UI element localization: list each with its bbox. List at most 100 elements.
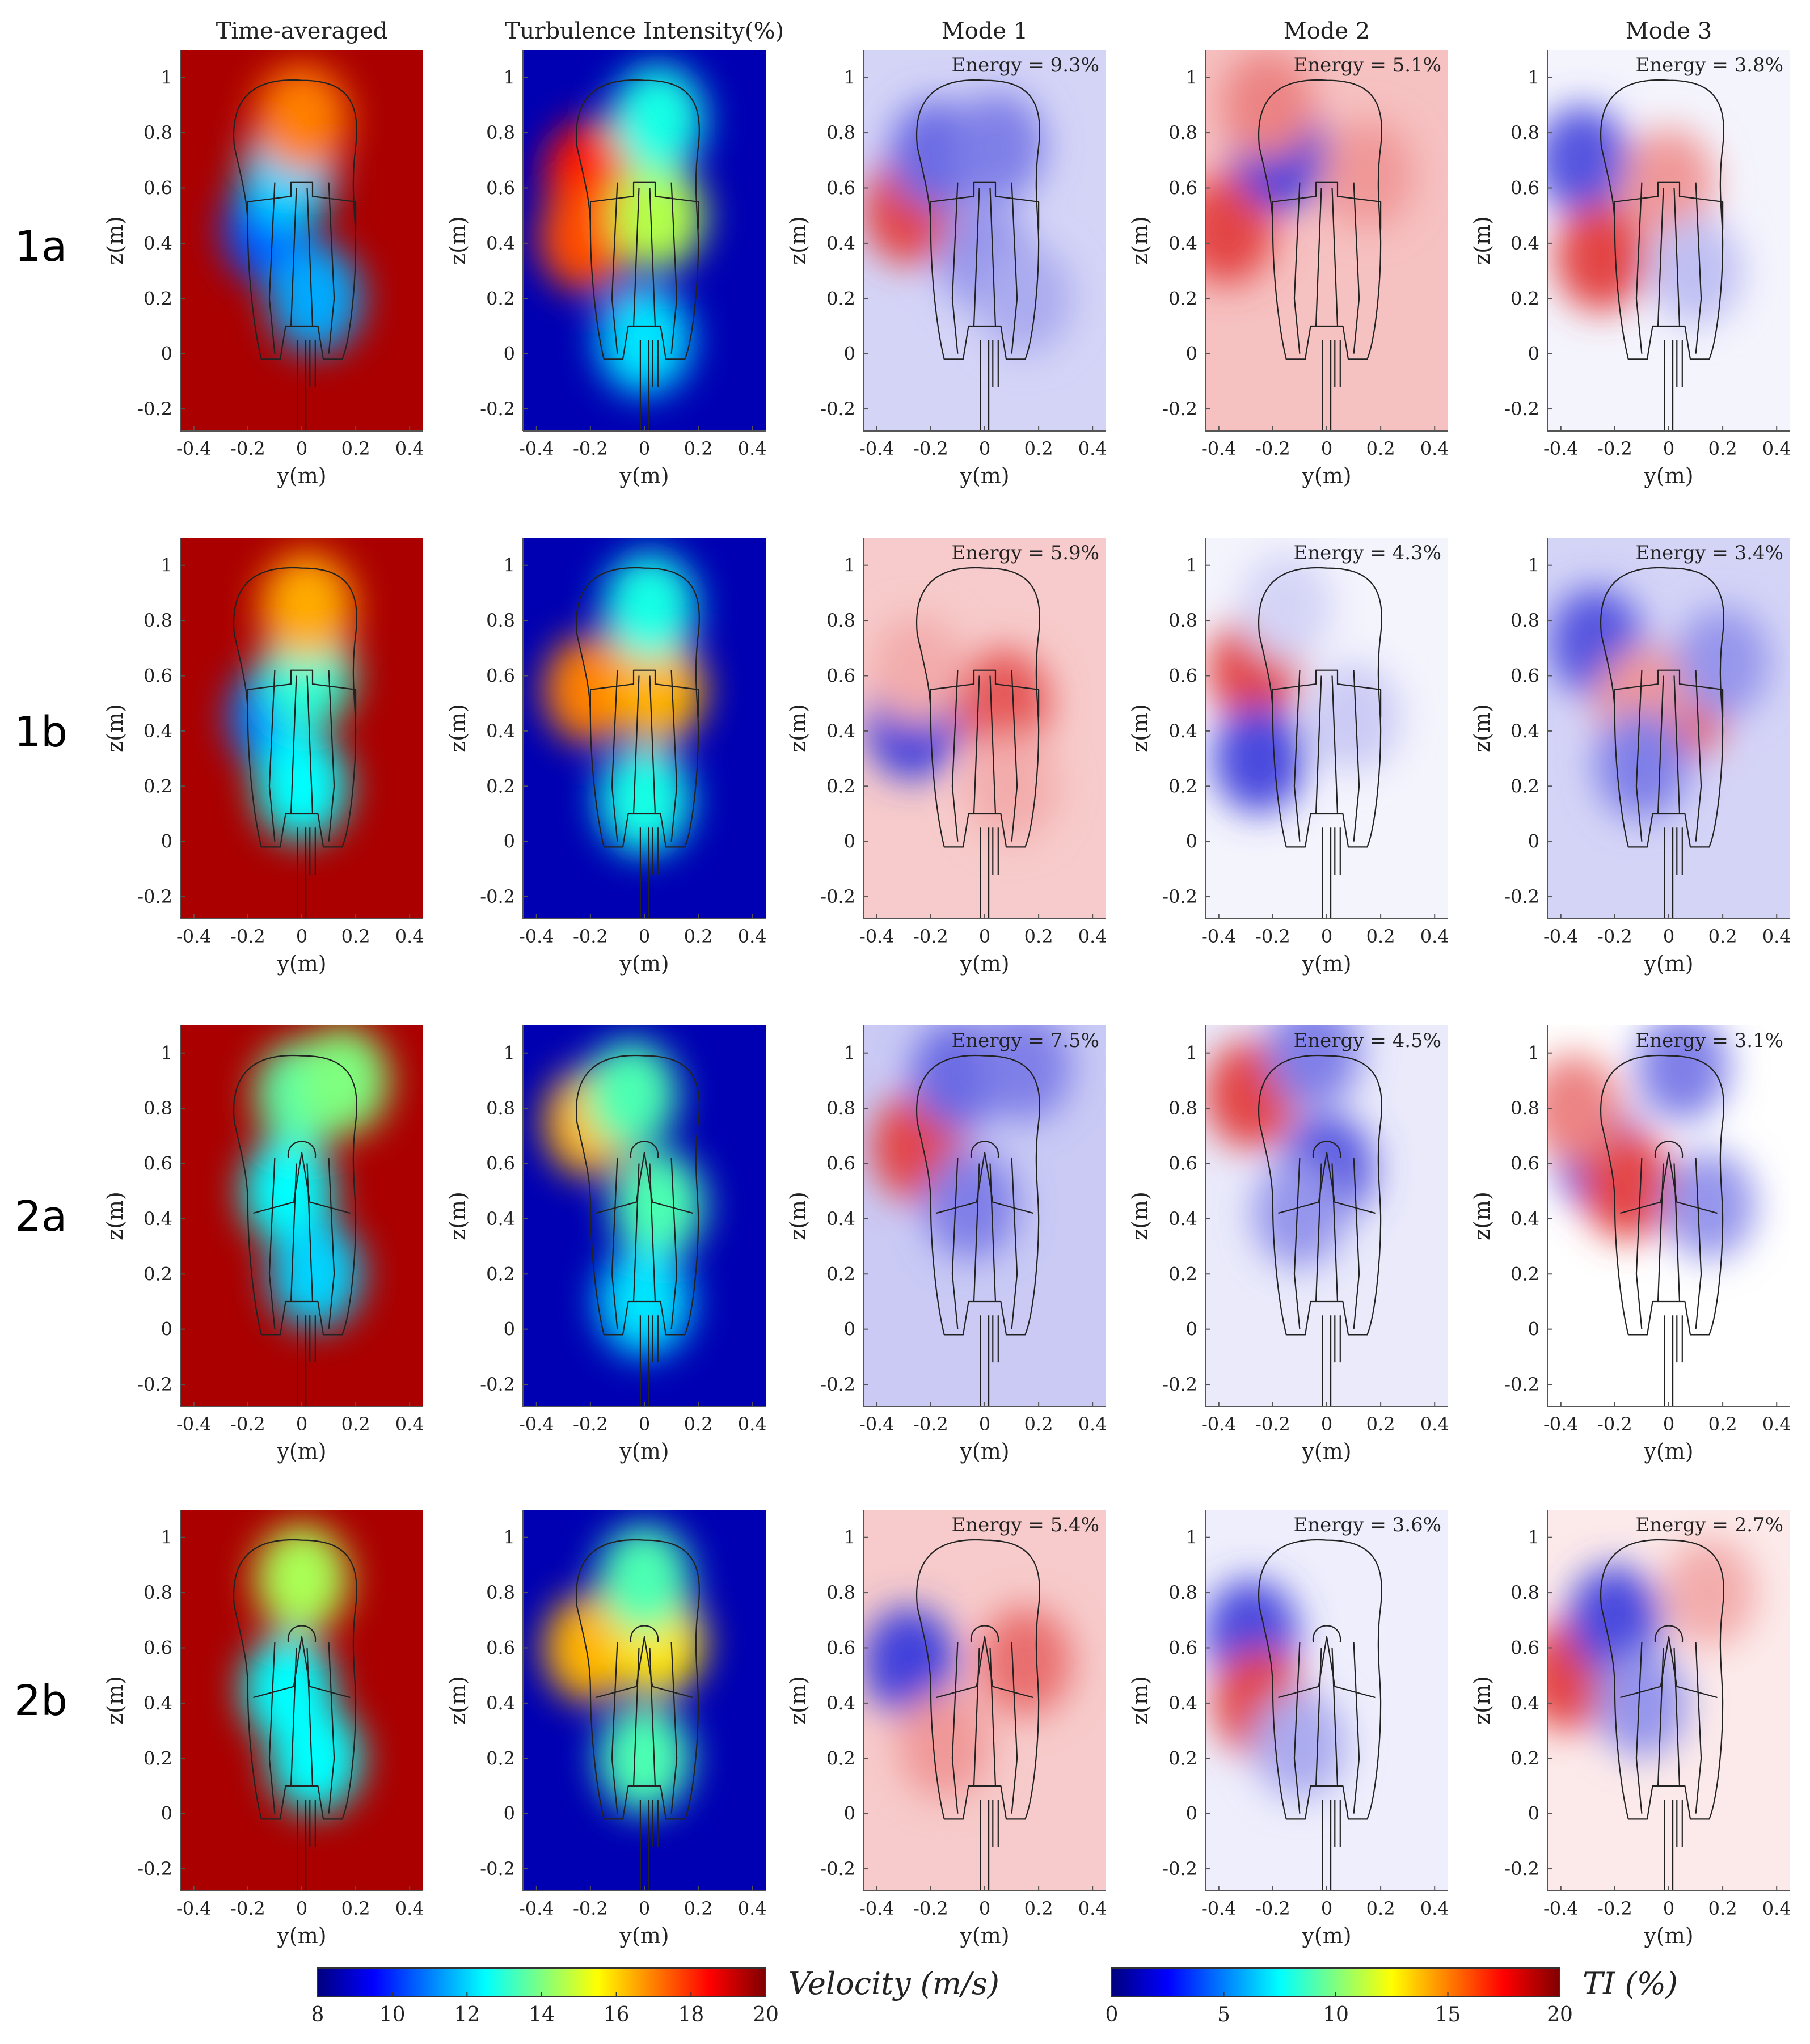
heatmap-field [863,1510,1106,1891]
heatmap-field [1547,50,1790,431]
y-tick-label: 0.4 [486,233,515,254]
aero-bars [253,1625,351,1699]
heatmap-feature [951,92,1045,201]
x-tick-label: 0.4 [1078,438,1107,459]
y-tick-label: 0.8 [144,122,172,143]
heatmap-feature [603,552,697,661]
heatmap-feature [897,1690,991,1799]
heatmap-field [863,50,1106,431]
heatmap-feature [1320,120,1414,229]
column-title-time-averaged: Time-averaged [216,18,388,44]
y-tick-label: 0.2 [1168,288,1197,309]
y-tick-label: 0.2 [486,288,515,309]
heatmap-feature [1253,1690,1347,1799]
bike-wheel [639,1315,659,1407]
y-tick-label: -0.2 [820,1858,855,1880]
colorbar-tick-label: 12 [454,2003,480,2026]
heatmap-field [1205,538,1448,919]
panel-1a-mode-1: -0.4 -0.2 0 0.2 0.410.80.60.40.20-0.2y(m)z(m… [786,50,1107,488]
aero-bars [936,1625,1033,1699]
heatmap-features [1205,50,1414,284]
y-tick-label: 0.4 [1511,1208,1539,1230]
x-tick-label: -0.2 [230,1413,265,1435]
heatmap-feature [538,183,632,293]
colorbar-tick-label: 20 [753,2003,779,2026]
cyclist-limbs [1635,182,1702,354]
heatmap-feature [598,1524,691,1633]
cyclist-outline [233,79,357,360]
bike-wheel [980,1800,999,1891]
y-tick-label: 0 [161,343,172,365]
aero-bars [936,1141,1033,1214]
y-tick-label: 1 [1528,1527,1539,1548]
heatmap-feature [1205,175,1274,284]
heatmap-features [1547,1025,1756,1260]
y-tick-label: 0.2 [1511,1747,1539,1769]
y-tick-label: 0 [161,1803,172,1825]
heatmap-field [523,538,766,919]
x-tick-label: -0.2 [573,1898,608,1919]
panel-2a-turbulence-intensity: -0.4 -0.2 0 0.2 0.410.80.60.40.20-0.2y(m)z(m… [445,1025,767,1464]
y-tick-label: -0.2 [137,1374,172,1395]
energy-label: Energy = 2.7% [1635,1514,1783,1536]
bike-wheel [1664,1800,1683,1891]
y-tick-label: 0.2 [144,775,172,797]
y-tick-label: 0 [504,1803,515,1825]
y-axis-label: z(m) [786,704,811,753]
bike-wheel [1664,827,1683,919]
y-tick-label: 0.4 [826,720,855,742]
x-tick-label: 0.2 [684,926,713,947]
x-tick-label: -0.2 [913,1898,948,1919]
x-tick-label: 0 [639,1898,650,1919]
y-tick-label: 0 [844,1319,855,1340]
heatmap-feature [925,1150,1018,1260]
x-tick-label: 0 [639,926,650,947]
y-tick-label: 0.8 [1168,610,1197,631]
y-tick-label: 0.8 [826,1097,855,1119]
y-tick-label: 0.4 [486,1692,515,1714]
y-tick-label: 0.4 [826,1208,855,1230]
cyclist-limbs [611,670,678,842]
panel-1b-mode-3: -0.4 -0.2 0 0.2 0.410.80.60.40.20-0.2y(m)z(m… [1470,538,1791,976]
y-tick-label: 0.6 [486,1152,515,1174]
y-tick-label: 0.2 [486,775,515,797]
bike-wheel [980,340,999,431]
y-tick-label: 0.6 [826,665,855,686]
cyclist-limbs [268,1158,335,1329]
x-tick-label: -0.4 [176,926,212,947]
cyclist-limbs [611,1642,678,1814]
heatmap-feature [1649,216,1743,326]
handlebar-drops [930,669,1040,717]
y-tick-label: 0.4 [486,720,515,742]
heatmap-feature [598,1704,691,1813]
heatmap-feature [296,1026,389,1135]
y-tick-label: -0.2 [480,886,515,907]
x-tick-label: -0.4 [1201,1413,1237,1435]
heatmap-feature [871,615,964,725]
x-tick-label: -0.4 [1543,438,1579,459]
x-tick-label: 0.4 [1762,1898,1791,1919]
aero-bars [596,1625,693,1699]
y-tick-label: 0.2 [826,1263,855,1285]
colorbar-tick-label: 18 [678,2003,704,2026]
y-tick-label: 1 [161,555,172,576]
x-tick-label: -0.2 [1255,438,1290,459]
x-tick-label: -0.4 [176,438,212,459]
heatmap-feature [957,649,1050,758]
x-tick-label: 0 [1663,926,1674,947]
x-tick-label: 0.2 [684,438,713,459]
y-tick-label: 0.8 [486,1582,515,1603]
x-axis-label: y(m) [276,1439,326,1464]
y-tick-label: 0.8 [826,610,855,631]
y-tick-label: -0.2 [820,398,855,420]
y-tick-label: -0.2 [137,398,172,420]
heatmap-feature [965,732,1058,841]
y-tick-label: 0.4 [1511,1692,1539,1714]
x-tick-label: 0.2 [1366,1413,1395,1435]
x-axis-label: y(m) [1301,1923,1351,1948]
y-tick-label: 0.6 [144,1637,172,1658]
cyclist-outline [1258,1539,1382,1820]
cyclist-outline [575,1054,700,1336]
y-tick-label: 0 [1528,1319,1539,1340]
y-tick-label: 1 [1186,67,1197,88]
